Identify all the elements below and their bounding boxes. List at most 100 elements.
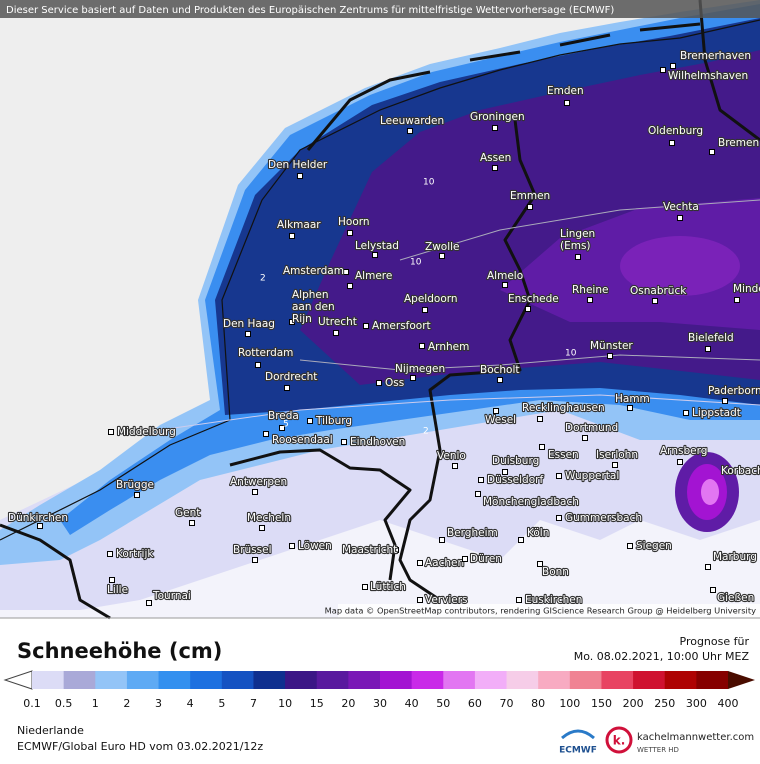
city-label: Lüttich [370,581,406,593]
legend-arrow-low [3,670,33,690]
city-marker [410,375,416,381]
city-marker [252,489,258,495]
city-label: Antwerpen [230,476,287,488]
city-marker [537,561,543,567]
city-marker [612,462,618,468]
contour-label: 10 [410,258,422,268]
city-marker [709,149,715,155]
brand-logo: k. [613,734,626,748]
city-marker [710,587,716,593]
city-label: Rheine [572,284,608,296]
legend-level: 3 [155,697,162,710]
legend-swatch [32,671,65,689]
legend-level: 50 [436,697,450,710]
city-marker [417,597,423,603]
city-label: (Ems) [560,240,591,252]
city-label: Emden [547,85,584,97]
city-marker [376,380,382,386]
city-label: Korbach [721,465,760,477]
city-marker [492,125,498,131]
city-marker [245,331,251,337]
legend-swatch [411,671,444,689]
city-label: Hamm [615,393,650,405]
city-marker [439,537,445,543]
legend-level: 7 [250,697,257,710]
city-marker [146,600,152,606]
city-marker [564,100,570,106]
city-label: Apeldoorn [404,293,458,305]
legend-swatch [569,671,602,689]
city-marker [652,298,658,304]
legend-level: 400 [718,697,739,710]
city-marker [284,385,290,391]
city-label: Bergheim [447,527,498,539]
legend-level: 0.5 [55,697,73,710]
city-label: Enschede [508,293,559,305]
model-run: ECMWF/Global Euro HD vom 03.02.2021/12z [17,740,263,753]
city-marker [539,444,545,450]
city-marker [660,67,666,73]
city-label: Nijmegen [395,363,445,375]
legend-level: 80 [531,697,545,710]
city-marker [109,577,115,583]
legend-level: 15 [310,697,324,710]
legend-swatch [380,671,413,689]
city-label: Rotterdam [238,347,293,359]
city-label: Roosendaal [272,434,333,446]
brand: kachelmannwetter.com [637,732,754,743]
city-label: Lingen [560,228,595,240]
city-label: Dordrecht [265,371,317,383]
legend-level: 2 [123,697,130,710]
city-marker [575,254,581,260]
notice: Dieser Service basiert auf Daten und Pro… [6,5,614,16]
city-label: Gießen [717,592,754,604]
legend-swatch [221,671,254,689]
city-label: Arnhem [428,341,469,353]
city-marker [363,323,369,329]
city-label: Euskirchen [525,594,582,606]
city-label: Recklinghausen [522,402,605,414]
city-label: Leeuwarden [380,115,444,127]
city-label: Hoorn [338,216,370,228]
city-marker [452,463,458,469]
city-label: Maastricht [342,544,397,556]
legend-swatch [538,671,571,689]
city-marker [722,398,728,404]
city-marker [607,353,613,359]
city-label: Oldenburg [648,125,703,137]
contour-label: 2 [423,427,429,437]
legend-swatch [316,671,349,689]
ecmwf-logo: ECMWF [559,746,597,756]
city-label: Dortmund [565,422,618,434]
city-marker [502,469,508,475]
city-label: Middelburg [117,426,176,438]
legend-swatch [253,671,286,689]
city-marker [279,425,285,431]
legend-swatch [601,671,634,689]
city-label: Almere [355,270,392,282]
city-label: Gummersbach [565,512,642,524]
city-marker [537,416,543,422]
city-marker [259,525,265,531]
city-marker [677,215,683,221]
city-marker [670,63,676,69]
city-label: Mönchengladbach [483,496,579,508]
city-label: Emmen [510,190,550,202]
legend-level: 60 [468,697,482,710]
city-marker [307,418,313,424]
city-marker [419,343,425,349]
city-label: Minden [733,283,760,295]
city-marker [492,165,498,171]
contour-label: 10 [423,178,435,188]
city-label: Bielefeld [688,332,734,344]
city-marker [587,297,593,303]
city-marker [627,543,633,549]
legend-swatch [63,671,96,689]
city-marker [556,473,562,479]
city-label: Lelystad [355,240,399,252]
legend-level: 0.1 [23,697,41,710]
brand-sub: WETTER HD [637,746,679,754]
city-label: Marburg [713,551,757,563]
city-label: Siegen [636,540,672,552]
city-marker [516,597,522,603]
